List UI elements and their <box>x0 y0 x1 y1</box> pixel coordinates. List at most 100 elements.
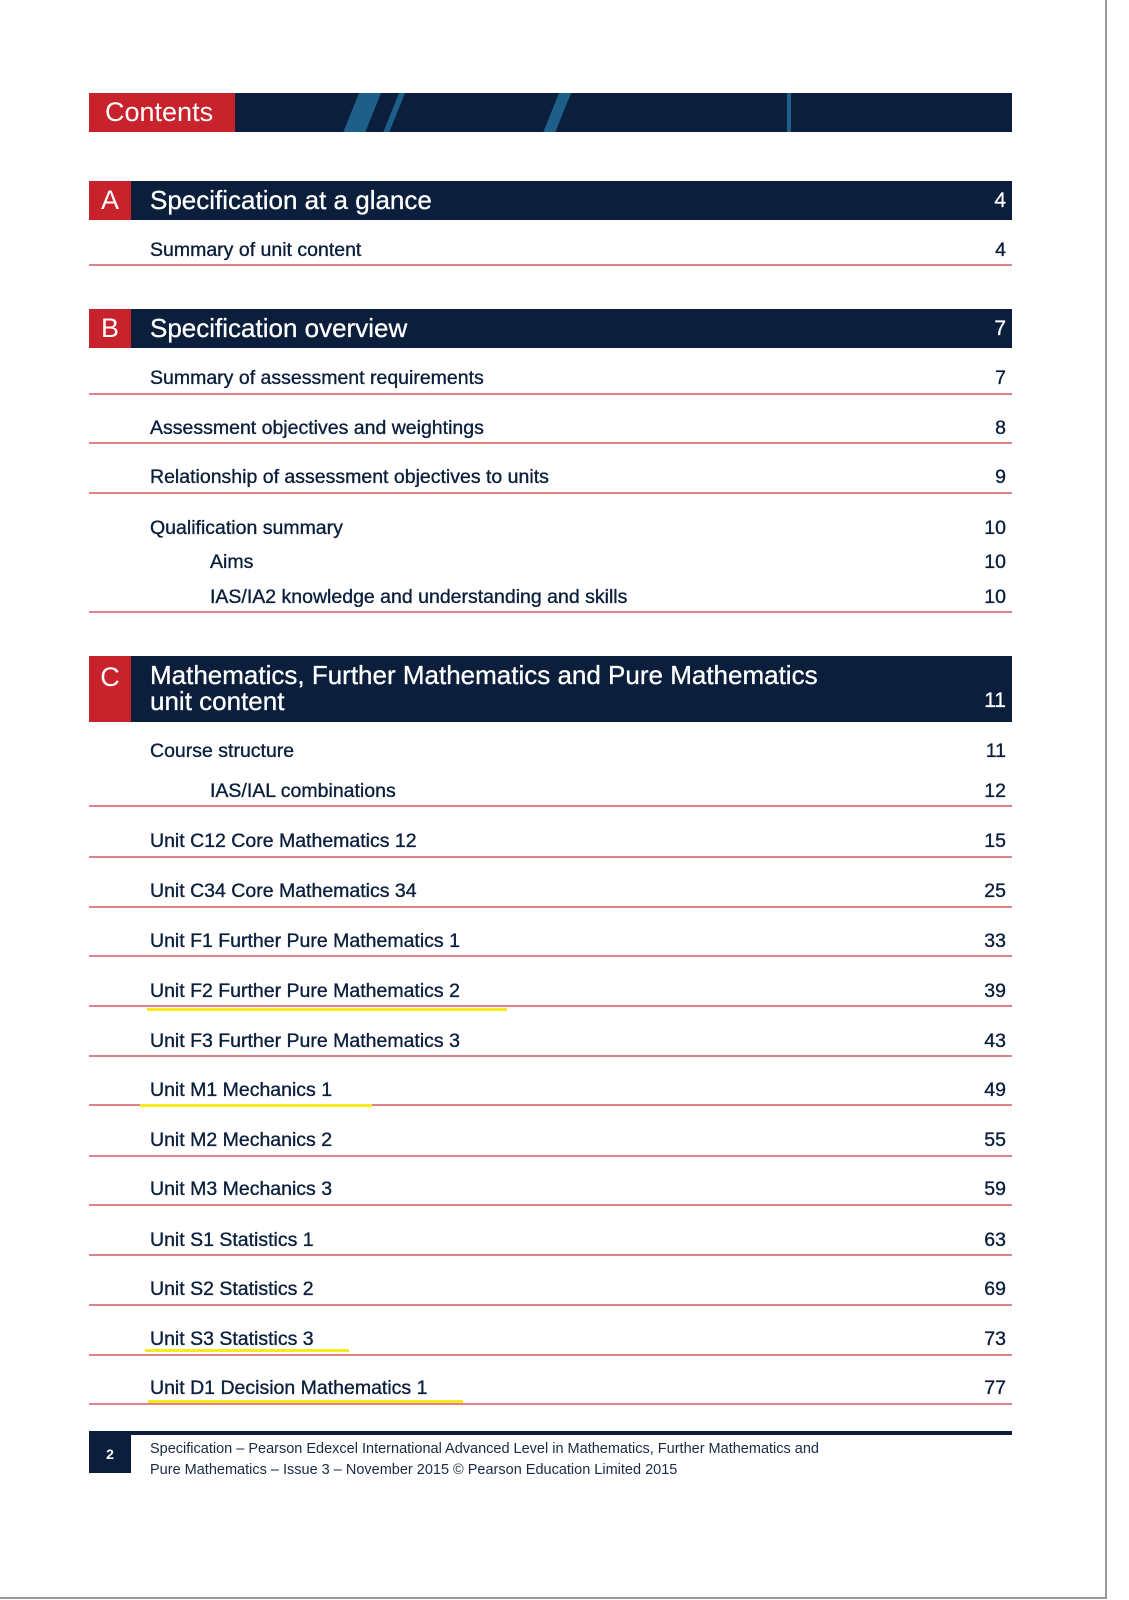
divider <box>89 1005 1012 1007</box>
footer-text: Specification – Pearson Edexcel Internat… <box>150 1439 819 1481</box>
entry-label: Unit M3 Mechanics 3 <box>150 1178 333 1200</box>
section-title: Specification at a glance <box>150 185 432 215</box>
section-letter: A <box>89 181 131 220</box>
contents-banner: Contents <box>89 93 1012 132</box>
banner-stripe <box>380 93 408 132</box>
toc-subentry[interactable]: Aims 10 <box>210 550 1006 574</box>
entry-page: 69 <box>984 1278 1006 1300</box>
entry-label: Relationship of assessment objectives to… <box>150 466 549 488</box>
entry-label: Assessment objectives and weightings <box>150 417 484 439</box>
highlight-mark <box>145 1349 349 1352</box>
divider <box>89 856 1012 858</box>
toc-entry[interactable]: Unit C12 Core Mathematics 12 15 <box>150 829 1006 853</box>
divider <box>89 393 1012 395</box>
banner-stripe <box>787 93 791 132</box>
toc-entry[interactable]: Unit M3 Mechanics 3 59 <box>150 1177 1006 1201</box>
entry-label: Unit S1 Statistics 1 <box>150 1229 314 1251</box>
entry-label: Unit M1 Mechanics 1 <box>150 1079 333 1101</box>
toc-entry[interactable]: Relationship of assessment objectives to… <box>150 465 1006 489</box>
section-letter: B <box>89 309 131 348</box>
entry-page: 77 <box>984 1377 1006 1399</box>
entry-page: 9 <box>995 466 1006 488</box>
entry-label: Aims <box>210 551 254 573</box>
entry-label: Qualification summary <box>150 517 343 539</box>
toc-subentry[interactable]: IAS/IAL combinations 12 <box>210 779 1006 803</box>
highlight-mark <box>147 1008 507 1011</box>
toc-entry[interactable]: Course structure 11 <box>150 739 1006 763</box>
footer-line2: Pure Mathematics – Issue 3 – November 20… <box>150 1462 678 1478</box>
divider <box>89 492 1012 494</box>
divider <box>89 1304 1012 1306</box>
entry-page: 10 <box>984 586 1006 608</box>
entry-page: 49 <box>984 1079 1006 1101</box>
section-page: 7 <box>994 317 1006 340</box>
toc-entry[interactable]: Unit F2 Further Pure Mathematics 2 39 <box>150 979 1006 1003</box>
divider <box>89 1055 1012 1057</box>
divider <box>89 906 1012 908</box>
divider <box>89 1403 1012 1405</box>
highlight-mark <box>140 1104 372 1107</box>
divider <box>89 805 1012 807</box>
section-title-line2: unit content <box>150 686 285 716</box>
divider <box>89 442 1012 444</box>
section-letter: C <box>89 656 131 722</box>
highlight-mark <box>148 1400 463 1403</box>
toc-entry[interactable]: Unit S2 Statistics 2 69 <box>150 1277 1006 1301</box>
entry-label: Unit F1 Further Pure Mathematics 1 <box>150 930 460 952</box>
entry-label: Unit C12 Core Mathematics 12 <box>150 830 417 852</box>
banner-stripe <box>540 93 574 132</box>
toc-entry[interactable]: Summary of assessment requirements 7 <box>150 366 1006 390</box>
toc-entry[interactable]: Summary of unit content 4 <box>150 238 1006 262</box>
toc-entry[interactable]: Unit M2 Mechanics 2 55 <box>150 1128 1006 1152</box>
toc-entry[interactable]: Unit F3 Further Pure Mathematics 3 43 <box>150 1029 1006 1053</box>
section-c-header[interactable]: C Mathematics, Further Mathematics and P… <box>89 656 1012 722</box>
entry-label: Unit F3 Further Pure Mathematics 3 <box>150 1030 460 1052</box>
divider <box>89 955 1012 957</box>
entry-label: Unit M2 Mechanics 2 <box>150 1129 333 1151</box>
entry-page: 25 <box>984 880 1006 902</box>
entry-label: Unit F2 Further Pure Mathematics 2 <box>150 980 460 1002</box>
divider <box>89 1254 1012 1256</box>
toc-entry[interactable]: Qualification summary 10 <box>150 516 1006 540</box>
entry-label: IAS/IAL combinations <box>210 780 396 802</box>
entry-page: 11 <box>985 740 1007 762</box>
contents-title: Contents <box>89 93 235 132</box>
entry-label: IAS/IA2 knowledge and understanding and … <box>210 586 628 608</box>
toc-entry[interactable]: Assessment objectives and weightings 8 <box>150 416 1006 440</box>
section-title-line1: Mathematics, Further Mathematics and Pur… <box>150 660 818 690</box>
entry-label: Summary of unit content <box>150 239 362 261</box>
divider <box>89 1104 1012 1106</box>
toc-entry[interactable]: Unit S1 Statistics 1 63 <box>150 1228 1006 1252</box>
divider <box>89 1155 1012 1157</box>
toc-entry[interactable]: Unit M1 Mechanics 1 49 <box>150 1078 1006 1102</box>
entry-label: Unit C34 Core Mathematics 34 <box>150 880 417 902</box>
entry-page: 15 <box>984 830 1006 852</box>
toc-entry[interactable]: Unit D1 Decision Mathematics 1 77 <box>150 1376 1006 1400</box>
footer-page-number: 2 <box>89 1435 131 1473</box>
entry-page: 59 <box>984 1178 1006 1200</box>
entry-page: 7 <box>995 367 1006 389</box>
entry-page: 8 <box>995 417 1006 439</box>
entry-page: 12 <box>984 780 1006 802</box>
entry-page: 4 <box>995 239 1006 261</box>
divider <box>89 264 1012 266</box>
entry-page: 43 <box>984 1030 1006 1052</box>
section-title: Specification overview <box>150 313 408 343</box>
entry-page: 63 <box>984 1229 1006 1251</box>
divider <box>89 1354 1012 1356</box>
entry-label: Unit S3 Statistics 3 <box>150 1328 314 1350</box>
section-a-header[interactable]: A Specification at a glance 4 <box>89 181 1012 220</box>
footer-rule <box>89 1431 1012 1435</box>
entry-page: 10 <box>984 551 1006 573</box>
section-b-header[interactable]: B Specification overview 7 <box>89 309 1012 348</box>
toc-entry[interactable]: Unit F1 Further Pure Mathematics 1 33 <box>150 929 1006 953</box>
entry-label: Course structure <box>150 740 295 762</box>
toc-subentry[interactable]: IAS/IA2 knowledge and understanding and … <box>210 585 1006 609</box>
entry-label: Summary of assessment requirements <box>150 367 484 389</box>
entry-page: 33 <box>984 930 1006 952</box>
entry-page: 10 <box>984 517 1006 539</box>
toc-entry[interactable]: Unit C34 Core Mathematics 34 25 <box>150 879 1006 903</box>
banner-stripe <box>340 93 384 132</box>
toc-entry[interactable]: Unit S3 Statistics 3 73 <box>150 1327 1006 1351</box>
entry-label: Unit S2 Statistics 2 <box>150 1278 314 1300</box>
